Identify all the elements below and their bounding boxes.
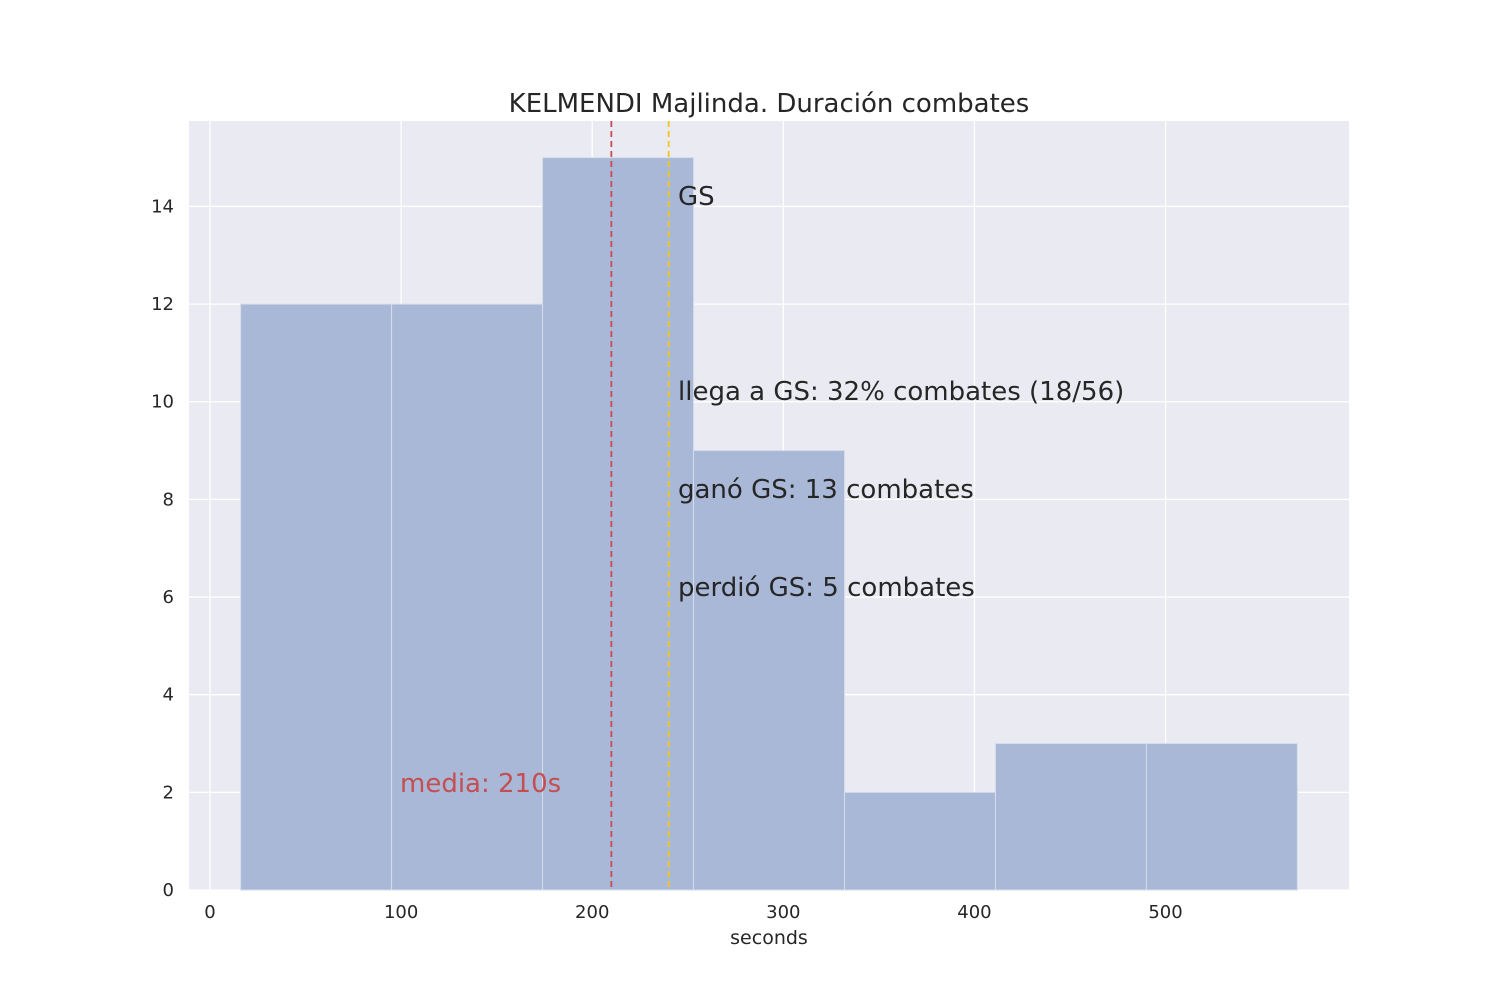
- histogram-bars: [240, 157, 1298, 891]
- histogram-bar: [843, 791, 996, 891]
- x-axis-label: seconds: [730, 927, 808, 949]
- y-tick-label: 6: [163, 587, 174, 608]
- y-tick-label: 8: [163, 489, 174, 510]
- y-tick-label: 4: [163, 685, 174, 706]
- x-tick-label: 200: [575, 902, 609, 923]
- y-tick-label: 12: [151, 294, 174, 315]
- x-tick-label: 100: [384, 902, 418, 923]
- y-tick-label: 2: [163, 782, 174, 803]
- annotation-won-gs: ganó GS: 13 combates: [678, 475, 974, 505]
- x-tick-label: 0: [204, 902, 215, 923]
- histogram-bar: [240, 303, 393, 891]
- axis-ticks: 0 100 200 300 400 500 0 2 4 6 8 10 12 14: [151, 196, 1183, 923]
- reference-lines: [610, 121, 670, 890]
- x-tick-label: 400: [957, 902, 991, 923]
- histogram-bar: [542, 157, 695, 891]
- y-tick-label: 14: [151, 196, 174, 217]
- y-tick-label: 10: [151, 392, 174, 413]
- histogram-bar: [1145, 743, 1298, 891]
- gs-label: GS: [678, 182, 715, 212]
- x-tick-label: 300: [766, 902, 800, 923]
- histogram-bar: [994, 743, 1147, 891]
- annotation-reaches-gs: llega a GS: 32% combates (18/56): [678, 377, 1124, 407]
- chart-title: KELMENDI Majlinda. Duración combates: [509, 89, 1030, 119]
- y-tick-label: 0: [163, 880, 174, 901]
- annotation-lost-gs: perdió GS: 5 combates: [678, 573, 975, 603]
- histogram-bar: [693, 450, 845, 891]
- histogram-bar: [391, 303, 544, 891]
- x-tick-label: 500: [1148, 902, 1182, 923]
- mean-label: media: 210s: [400, 769, 561, 799]
